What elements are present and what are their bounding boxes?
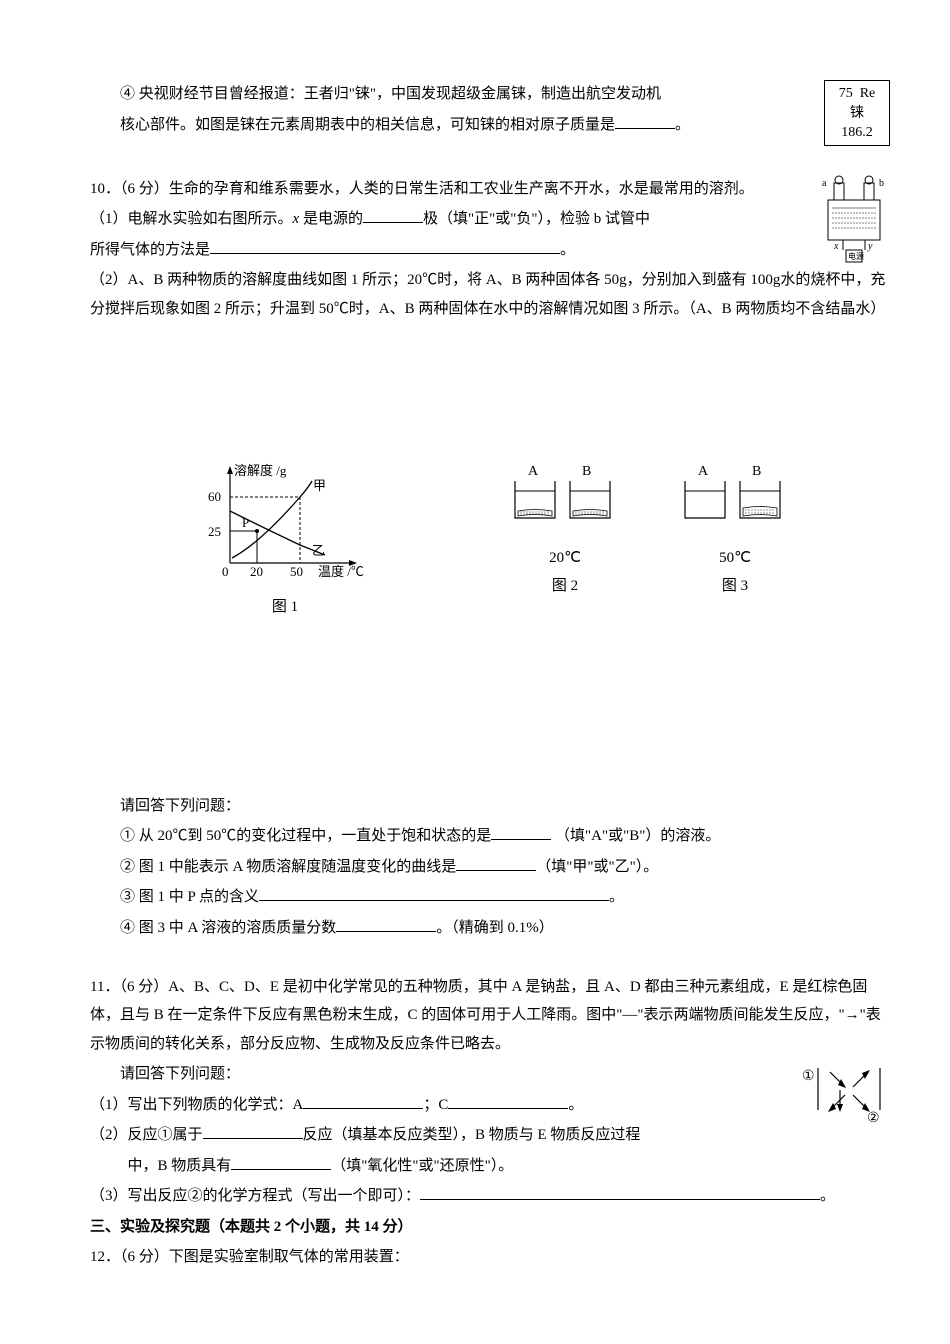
fig2-label: 图 2: [510, 572, 620, 601]
blank: [491, 825, 551, 840]
svg-text:P: P: [242, 515, 249, 530]
q10-sub1: ① 从 20℃到 50℃的变化过程中，一直处于饱和状态的是 （填"A"或"B"）…: [90, 822, 890, 851]
q9-item4-line1: ④ 央视财经节目曾经报道：王者归"铼"，中国发现超级金属铼，制造出航空发动机: [90, 80, 890, 109]
q11-part2-line1: （2）反应①属于反应（填基本反应类型），B 物质与 E 物质反应过程: [90, 1121, 890, 1150]
svg-text:50: 50: [290, 564, 303, 579]
q10-part1: （1）电解水实验如右图所示。x 是电源的极（填"正"或"负"），检验 b 试管中: [90, 205, 890, 234]
blank: [615, 114, 675, 129]
fig2-temp: 20℃: [510, 544, 620, 573]
blank: [303, 1094, 423, 1109]
solubility-chart: 溶解度 /g 温度 /℃ 60 25 0 20 50 P 甲 乙: [200, 463, 370, 593]
fig1-label: 图 1: [200, 593, 370, 622]
svg-text:乙: 乙: [312, 543, 325, 558]
blank: [448, 1094, 568, 1109]
figures-row: 溶解度 /g 温度 /℃ 60 25 0 20 50 P 甲 乙 图 1 A B: [200, 463, 890, 622]
blank: [259, 886, 609, 901]
q11-part2-line2: 中，B 物质具有（填"氧化性"或"还原性"）。: [90, 1152, 890, 1181]
q10-sub2: ② 图 1 中能表示 A 物质溶解度随温度变化的曲线是（填"甲"或"乙"）。: [90, 853, 890, 882]
svg-text:B: B: [582, 464, 591, 479]
q11-part1: （1）写出下列物质的化学式：A；C。: [90, 1091, 890, 1120]
svg-text:温度 /℃: 温度 /℃: [318, 564, 364, 579]
svg-text:0: 0: [222, 564, 229, 579]
blank: [336, 917, 436, 932]
svg-text:20: 20: [250, 564, 263, 579]
q10-part2: （2）A、B 两种物质的溶解度曲线如图 1 所示；20℃时，将 A、B 两种固体…: [90, 266, 890, 323]
blank: [231, 1155, 331, 1170]
q12-title: 12．（6 分）下图是实验室制取气体的常用装置：: [90, 1243, 890, 1272]
q10-title: 10．（6 分）生命的孕育和维系需要水，人类的日常生活和工农业生产离不开水，水是…: [90, 175, 890, 204]
q10-part1-line2: 所得气体的方法是。: [90, 236, 890, 265]
q11-title: 11．（6 分）A、B、C、D、E 是初中化学常见的五种物质，其中 A 是钠盐，…: [90, 973, 890, 1059]
svg-text:25: 25: [208, 524, 221, 539]
section3-title: 三、实验及探究题（本题共 2 个小题，共 14 分）: [90, 1213, 890, 1242]
blank: [210, 239, 560, 254]
blank: [203, 1124, 303, 1139]
q10-sub3: ③ 图 1 中 P 点的含义。: [90, 883, 890, 912]
q11-intro: 请回答下列问题：: [90, 1060, 890, 1089]
blank: [456, 856, 536, 871]
svg-text:溶解度 /g: 溶解度 /g: [234, 463, 287, 478]
figure-2: A B 20℃ 图 2: [510, 463, 620, 601]
svg-text:B: B: [752, 464, 761, 479]
figure-3: A B 50℃ 图 3: [680, 463, 790, 601]
q10-answer-intro: 请回答下列问题：: [90, 792, 890, 821]
beakers-group: A B 20℃ 图 2 A B: [510, 463, 790, 601]
q10-sub4: ④ 图 3 中 A 溶液的溶质质量分数。（精确到 0.1%）: [90, 914, 890, 943]
svg-text:A: A: [698, 464, 709, 479]
fig3-label: 图 3: [680, 572, 790, 601]
blank: [420, 1185, 820, 1200]
blank: [363, 208, 423, 223]
q11-part3: （3）写出反应②的化学方程式（写出一个即可）：。: [90, 1182, 890, 1211]
figure-1: 溶解度 /g 温度 /℃ 60 25 0 20 50 P 甲 乙 图 1: [200, 463, 370, 622]
fig3-temp: 50℃: [680, 544, 790, 573]
q9-item4-line2: 核心部件。如图是铼在元素周期表中的相关信息，可知铼的相对原子质量是。: [90, 111, 890, 140]
svg-text:甲: 甲: [313, 478, 326, 493]
svg-text:60: 60: [208, 489, 221, 504]
svg-text:A: A: [528, 464, 539, 479]
